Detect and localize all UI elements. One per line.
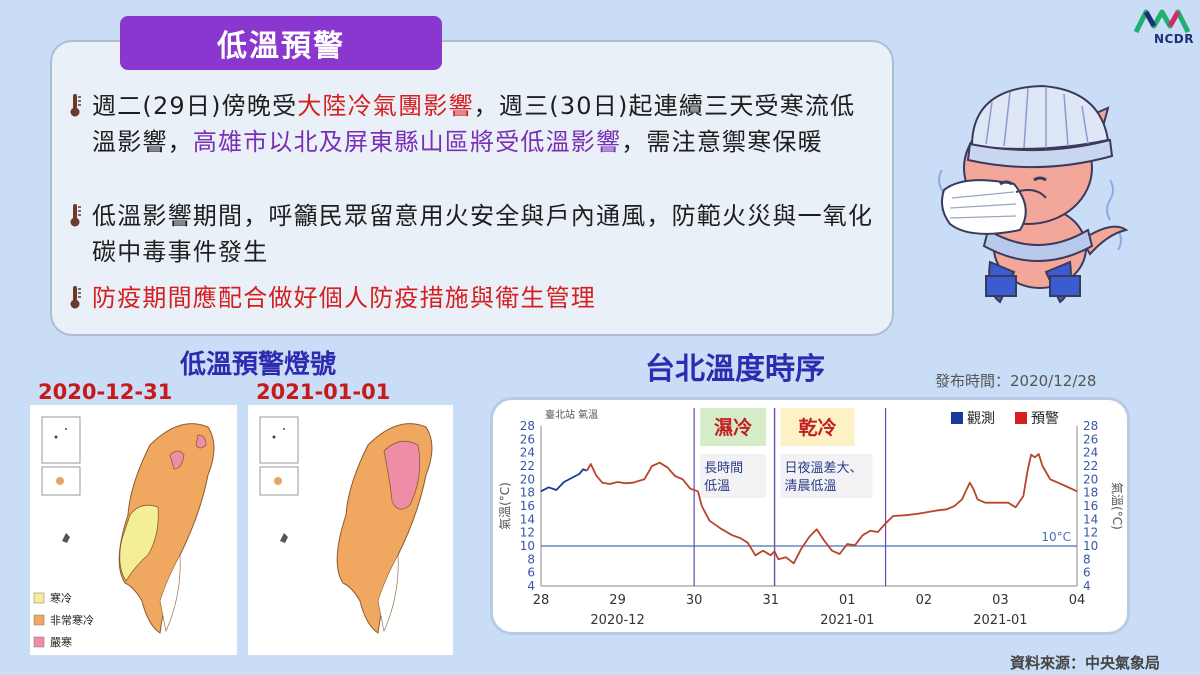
y-tick-label-right: 18 bbox=[1083, 486, 1098, 500]
period-label: 乾冷 bbox=[799, 416, 837, 439]
y-tick-label-left: 12 bbox=[520, 526, 535, 540]
y-tick-label-left: 16 bbox=[520, 499, 535, 513]
y-tick-label-right: 22 bbox=[1083, 459, 1098, 473]
x-tick-label: 29 bbox=[609, 593, 626, 608]
y-tick-label-right: 24 bbox=[1083, 446, 1098, 460]
taipei-temperature-chart: 4 4 6 6 8 8 10 10 12 12 14 14 16 16 18 18 20 20 22 22 24 24 26… bbox=[490, 397, 1130, 635]
y-tick-label-left: 4 bbox=[527, 579, 535, 593]
thermometer-icon bbox=[68, 88, 92, 160]
thermometer-icon bbox=[68, 198, 92, 270]
x-tick-label: 31 bbox=[762, 593, 779, 608]
warning-map-section-title: 低溫預警燈號 bbox=[180, 350, 337, 380]
map-date-1: 2020-12-31 bbox=[38, 380, 173, 404]
y-axis-title-right: 氣溫(°C) bbox=[1110, 482, 1124, 530]
taiwan-map-graphic bbox=[259, 416, 433, 634]
period-note: 長時間 bbox=[704, 461, 743, 476]
bullet-text-part: 低溫影響期間，呼籲民眾留意用火安全與戶內通風，防範火災與一氧化碳中毒事件發生 bbox=[92, 202, 874, 266]
y-axis-title-left: 氣溫(°C) bbox=[498, 482, 512, 530]
bullet-text: 防疫期間應配合做好個人防疫措施與衛生管理 bbox=[92, 280, 596, 316]
map-legend-label: 非常寒冷 bbox=[50, 613, 94, 627]
x-month-label: 2021-01 bbox=[820, 613, 874, 628]
bullet-item: 防疫期間應配合做好個人防疫措施與衛生管理 bbox=[68, 280, 878, 316]
map-legend-label: 寒冷 bbox=[50, 591, 72, 605]
y-tick-label-left: 14 bbox=[520, 512, 535, 526]
y-tick-label-left: 10 bbox=[520, 539, 535, 553]
y-tick-label-right: 26 bbox=[1083, 432, 1098, 446]
y-tick-label-left: 8 bbox=[527, 552, 535, 566]
y-tick-label-left: 24 bbox=[520, 446, 535, 460]
y-tick-label-left: 28 bbox=[520, 419, 535, 433]
legend-swatch bbox=[951, 412, 963, 424]
y-tick-label-left: 6 bbox=[527, 566, 535, 580]
x-month-label: 2020-12 bbox=[590, 613, 644, 628]
y-tick-label-left: 22 bbox=[520, 459, 535, 473]
x-tick-label: 28 bbox=[533, 593, 550, 608]
bullet-text-part: 週二(29日)傍晚受 bbox=[92, 92, 298, 120]
y-tick-label-right: 14 bbox=[1083, 512, 1098, 526]
y-tick-label-right: 6 bbox=[1083, 566, 1091, 580]
bullet-text-highlight-red: 大陸冷氣團影響 bbox=[297, 92, 474, 120]
map-legend-label: 嚴寒 bbox=[50, 635, 72, 649]
y-tick-label-left: 18 bbox=[520, 486, 535, 500]
bullet-text: 低溫影響期間，呼籲民眾留意用火安全與戶內通風，防範火災與一氧化碳中毒事件發生 bbox=[92, 198, 878, 270]
ncdr-logo bbox=[1133, 9, 1191, 34]
x-tick-label: 03 bbox=[992, 593, 1009, 608]
data-source: 資料來源：中央氣象局 bbox=[1010, 654, 1161, 672]
ncdr-logo-text: NCDR bbox=[1153, 32, 1194, 46]
bullet-text: 週二(29日)傍晚受大陸冷氣團影響，週三(30日)起連續三天受寒流低溫影響，高雄… bbox=[92, 88, 878, 160]
bullet-text-highlight-purple: 高雄市以北及屏東縣山區將受低溫影響 bbox=[192, 128, 622, 156]
x-tick-label: 30 bbox=[686, 593, 703, 608]
bullet-text-part: ，週三(30日)起連續三天受寒流低溫影響， bbox=[92, 92, 856, 156]
y-tick-label-right: 28 bbox=[1083, 419, 1098, 433]
period-label-bg bbox=[780, 408, 855, 446]
legend-swatch bbox=[1015, 412, 1027, 424]
y-tick-label-right: 10 bbox=[1083, 539, 1098, 553]
x-tick-label: 04 bbox=[1069, 593, 1086, 608]
y-tick-label-right: 20 bbox=[1083, 472, 1098, 486]
bullet-text-part: ，需注意禦寒保暖 bbox=[621, 128, 823, 156]
x-tick-label: 02 bbox=[916, 593, 933, 608]
y-tick-label-right: 8 bbox=[1083, 552, 1091, 566]
map-date-2: 2021-01-01 bbox=[256, 380, 391, 404]
reference-line-label: 10°C bbox=[1041, 530, 1071, 544]
y-tick-label-left: 26 bbox=[520, 432, 535, 446]
period-note: 清晨低溫 bbox=[785, 479, 837, 494]
taiwan-map-graphic: 寒冷 非常寒冷 嚴寒 bbox=[33, 416, 215, 649]
publish-time: 發布時間：2020/12/28 bbox=[935, 372, 1097, 390]
legend-label: 觀測 bbox=[967, 411, 995, 427]
series-line-預警 bbox=[586, 453, 1078, 565]
x-tick-label: 01 bbox=[839, 593, 856, 608]
period-label: 濕冷 bbox=[714, 416, 752, 439]
legend-label: 預警 bbox=[1031, 411, 1059, 427]
warning-map-2020-12-31: 寒冷 非常寒冷 嚴寒 bbox=[30, 405, 237, 655]
y-tick-label-right: 16 bbox=[1083, 499, 1098, 513]
station-label: 臺北站 氣溫 bbox=[545, 408, 598, 421]
period-label-bg bbox=[700, 408, 767, 446]
series-line-觀測 bbox=[540, 468, 588, 493]
period-note: 日夜溫差大、 bbox=[785, 461, 863, 476]
warning-map-2021-01-01 bbox=[248, 405, 453, 655]
cold-mascot-illustration bbox=[938, 84, 1129, 304]
thermometer-icon bbox=[68, 280, 92, 316]
bullet-item: 週二(29日)傍晚受大陸冷氣團影響，週三(30日)起連續三天受寒流低溫影響，高雄… bbox=[68, 88, 878, 160]
period-note-bg bbox=[700, 454, 767, 498]
y-tick-label-right: 12 bbox=[1083, 526, 1098, 540]
y-tick-label-right: 4 bbox=[1083, 579, 1091, 593]
bullet-item: 低溫影響期間，呼籲民眾留意用火安全與戶內通風，防範火災與一氧化碳中毒事件發生 bbox=[68, 198, 878, 270]
period-note: 低溫 bbox=[704, 479, 730, 494]
period-note-bg bbox=[780, 454, 873, 498]
warning-bullets-panel: 週二(29日)傍晚受大陸冷氣團影響，週三(30日)起連續三天受寒流低溫影響，高雄… bbox=[50, 40, 894, 336]
y-tick-label-left: 20 bbox=[520, 472, 535, 486]
bullet-text-highlight-red: 防疫期間應配合做好個人防疫措施與衛生管理 bbox=[92, 284, 596, 312]
page-title: 低溫預警 bbox=[120, 16, 442, 70]
chart-section-title: 台北溫度時序 bbox=[645, 352, 825, 387]
x-month-label: 2021-01 bbox=[973, 613, 1027, 628]
